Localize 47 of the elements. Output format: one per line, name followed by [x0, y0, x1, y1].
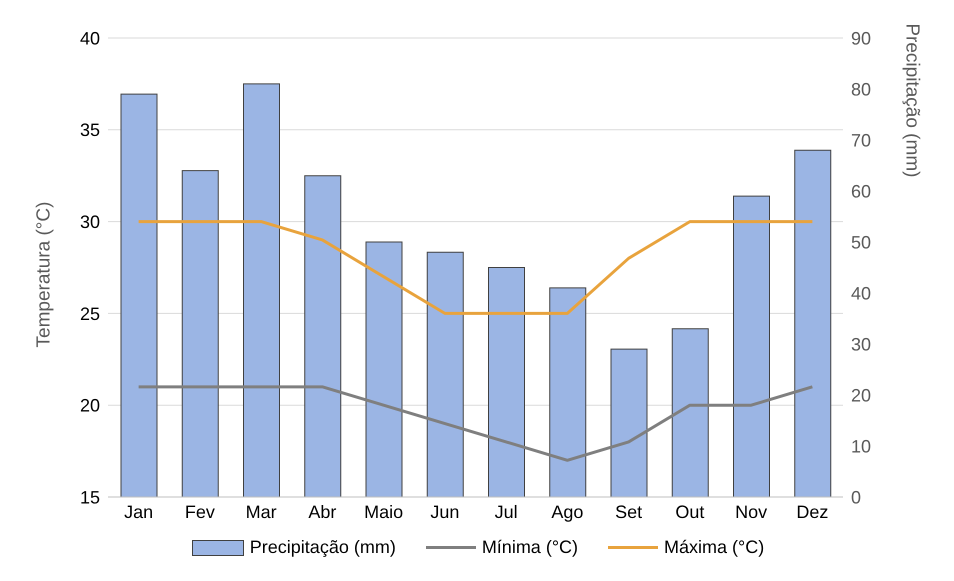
- bar: [488, 267, 525, 497]
- x-tick-label: Maio: [364, 502, 404, 522]
- y-tick-label: 30: [80, 212, 100, 232]
- x-tick-label: Jun: [430, 502, 460, 522]
- y2-tick-label: 0: [851, 487, 862, 508]
- bar: [426, 252, 464, 497]
- x-tick-label: Abr: [308, 502, 336, 522]
- y2-tick-label: 30: [851, 334, 872, 354]
- bar: [672, 328, 709, 497]
- y-axis-title: Temperatura (°C): [34, 202, 55, 348]
- x-tick-label: Nov: [735, 502, 768, 522]
- bar: [182, 170, 219, 497]
- y2-axis-title: Precipitação (mm): [901, 23, 922, 178]
- y-tick-label: 35: [80, 120, 100, 140]
- y2-tick-label: 40: [851, 283, 872, 304]
- y-tick-label: 25: [80, 304, 100, 324]
- x-tick-label: Fev: [184, 502, 215, 522]
- legend-label: Precipitação (mm): [248, 537, 396, 558]
- x-tick-label: Jul: [494, 502, 518, 522]
- y2-tick-label: 90: [851, 28, 872, 48]
- x-tick-label: Set: [615, 502, 642, 522]
- y2-tick-label: 80: [851, 79, 872, 100]
- bar: [243, 83, 280, 497]
- x-tick-label: Out: [675, 502, 704, 522]
- bar: [120, 94, 158, 497]
- line-series: [137, 220, 814, 315]
- line-series: [137, 385, 814, 462]
- bar: [549, 287, 586, 497]
- x-tick-label: Dez: [796, 502, 828, 522]
- y2-tick-label: 10: [851, 436, 872, 456]
- bar: [366, 242, 402, 497]
- x-tick-label: Jan: [124, 502, 154, 522]
- y2-tick-label: 70: [851, 130, 872, 150]
- y2-tick-label: 20: [851, 385, 872, 406]
- y2-tick-label: 50: [851, 232, 872, 252]
- y-tick-label: 20: [80, 396, 100, 416]
- x-tick-label: Mar: [246, 502, 277, 522]
- bar: [733, 196, 770, 497]
- bar: [610, 348, 648, 497]
- x-tick-label: Ago: [551, 502, 584, 522]
- legend-label: Mínima (°C): [480, 537, 578, 558]
- bar: [794, 150, 832, 497]
- y-tick-label: 40: [80, 28, 100, 48]
- legend-label: Máxima (°C): [663, 537, 764, 558]
- y2-tick-label: 60: [851, 181, 872, 202]
- y-tick-label: 15: [80, 487, 100, 508]
- bar: [304, 175, 342, 497]
